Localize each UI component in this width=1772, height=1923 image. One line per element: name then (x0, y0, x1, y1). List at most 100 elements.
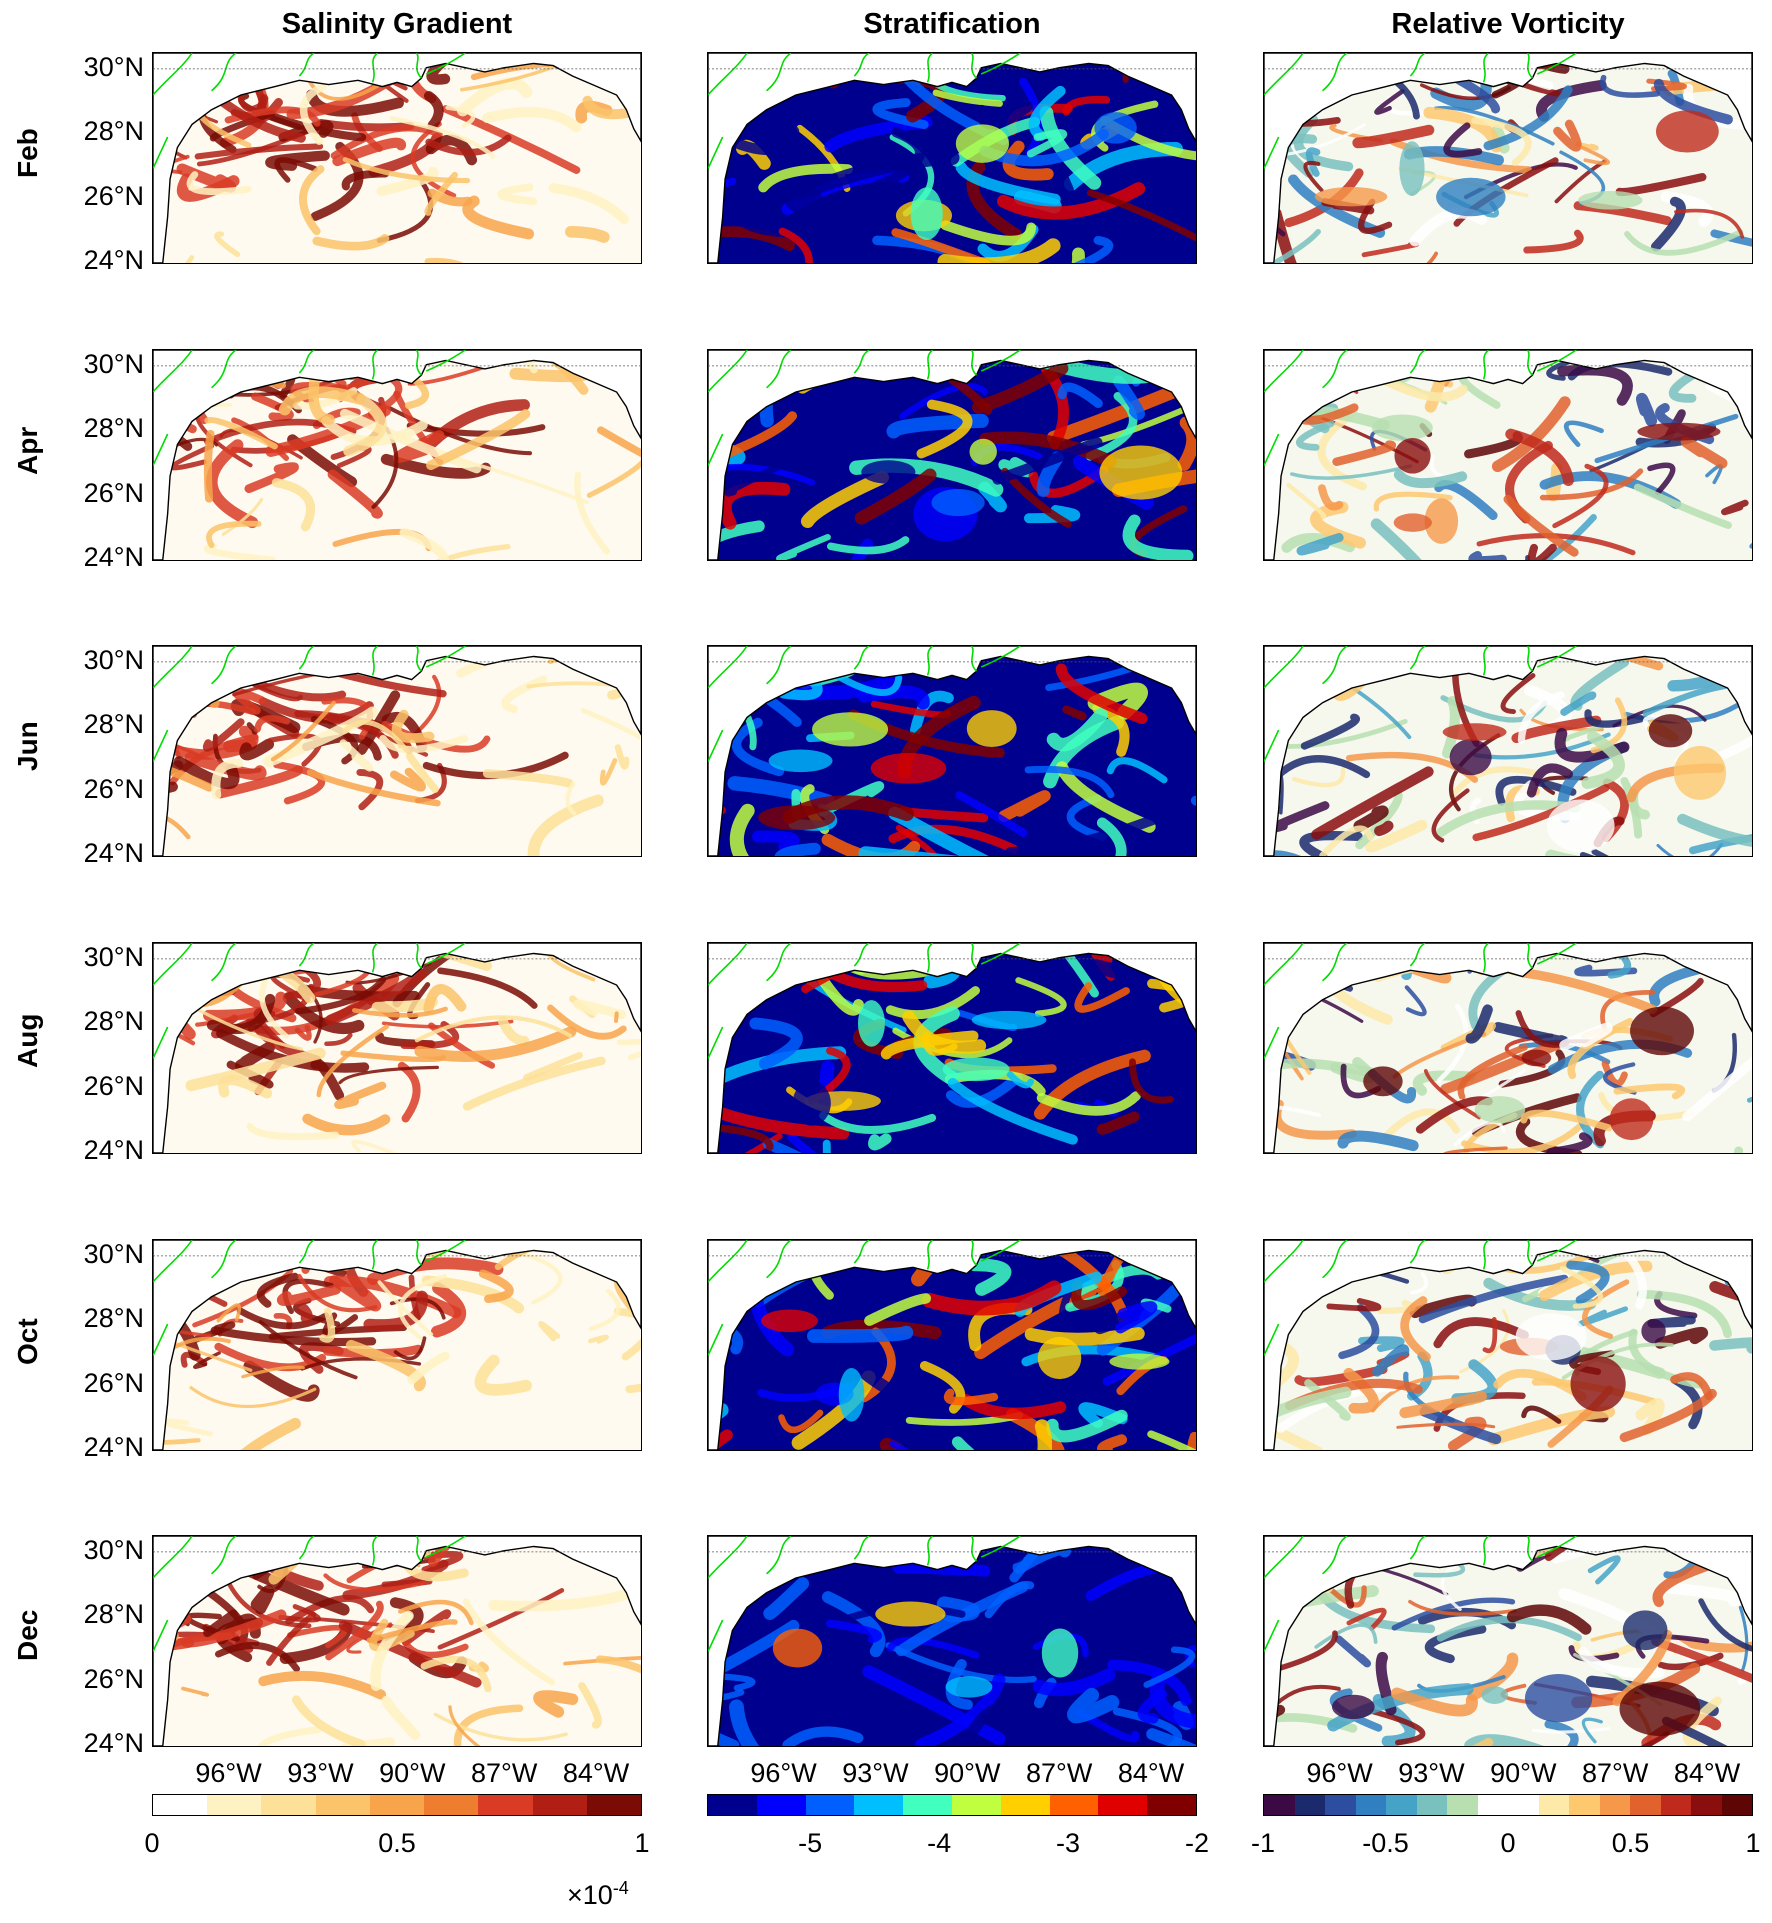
latitude-tick-label: 30°N (83, 645, 144, 676)
field-filament (892, 1561, 991, 1577)
field-filament (758, 163, 854, 193)
field-filament (351, 1006, 448, 1018)
eddy (1099, 445, 1183, 500)
field-filament (1409, 1271, 1428, 1295)
eddy (870, 752, 947, 784)
field-filament (1071, 247, 1085, 263)
field-filament (1129, 1058, 1174, 1104)
field-filament (306, 77, 389, 101)
river (211, 1536, 237, 1575)
river (425, 1536, 466, 1558)
latitude-tick-label: 28°N (83, 116, 144, 147)
latitude-tick-label: 30°N (83, 52, 144, 83)
field-filament (1628, 1328, 1704, 1389)
river (1526, 350, 1534, 376)
multiplier-base: ×10 (567, 1880, 613, 1910)
river (1409, 1536, 1426, 1560)
colorbar-1 (707, 1794, 1197, 1816)
river (153, 1619, 169, 1652)
field-filament (1055, 663, 1148, 725)
colorbar-segment (1325, 1795, 1356, 1815)
river (1264, 1619, 1280, 1652)
river (766, 1536, 792, 1575)
field-filament (1036, 1091, 1141, 1116)
field-filament (203, 542, 276, 560)
field-filament (1026, 129, 1068, 158)
map-panel-jun-0 (152, 645, 642, 857)
colorbar-segment (1147, 1795, 1196, 1815)
field-filament (297, 1274, 378, 1313)
colorbar-tick-label: -0.5 (1362, 1828, 1409, 1858)
field-filament (899, 382, 988, 420)
field-filament (1015, 977, 1067, 1017)
field-filament (1375, 372, 1468, 402)
field-filament (1002, 140, 1054, 181)
field-filament (819, 1111, 937, 1134)
field-filament (1066, 794, 1107, 841)
field-filament (1584, 709, 1645, 728)
field-filament (547, 1004, 627, 1040)
river (980, 943, 1021, 965)
eddy (1524, 1674, 1593, 1723)
longitude-tick-label: 93°W (842, 1758, 909, 1788)
row-label-jun: Jun (12, 721, 43, 771)
river (853, 943, 870, 967)
map-field (1264, 350, 1752, 560)
river (766, 646, 792, 685)
field-filament (1324, 1583, 1367, 1608)
field-filament (1552, 463, 1609, 529)
river (1526, 943, 1534, 969)
map-field (1264, 53, 1752, 263)
river (153, 1026, 169, 1059)
field-filament (1581, 730, 1625, 790)
river (853, 1536, 870, 1560)
field-filament (445, 105, 476, 128)
river (980, 1536, 1021, 1558)
field-filament (456, 77, 533, 117)
field-filament (984, 1581, 1035, 1619)
field-filament (319, 1307, 336, 1343)
colorbar-segment (478, 1795, 533, 1815)
map-field (708, 1536, 1196, 1746)
coastline (1264, 943, 1752, 1153)
map-field (1264, 646, 1752, 856)
field-filament (1738, 1605, 1749, 1672)
colorbar-tick-label: -2 (1184, 1828, 1210, 1858)
field-filament (1431, 788, 1470, 843)
map-panel-feb-2 (1263, 52, 1753, 264)
field-filament (588, 1288, 621, 1332)
river (1322, 1240, 1348, 1279)
field-filament (1453, 1120, 1506, 1147)
field-filament (271, 478, 316, 532)
field-filament (1434, 106, 1555, 146)
river (425, 646, 466, 668)
field-filament (1006, 1070, 1034, 1089)
longitude-tick-label: 84°W (1673, 1758, 1741, 1788)
field-filament (363, 1290, 428, 1331)
latitude-tick-label: 30°N (83, 349, 144, 380)
field-filament (204, 416, 278, 450)
river (708, 1536, 748, 1579)
map-field (153, 943, 641, 1153)
field-filament (979, 431, 1117, 468)
eddy (971, 1010, 1047, 1030)
field-filament (565, 781, 577, 816)
field-filament (181, 1686, 209, 1697)
field-filament (776, 533, 831, 560)
field-filament (1309, 406, 1390, 431)
field-filament (800, 470, 890, 528)
field-filament (846, 1350, 931, 1416)
colorbar-segment (1538, 1795, 1569, 1815)
map-panel-apr-1 (707, 349, 1197, 561)
column-title-0: Salinity Gradient (281, 8, 513, 40)
river (1264, 1536, 1304, 1579)
field-filament (1369, 1708, 1426, 1746)
field-filament (1404, 985, 1427, 1017)
coastline (153, 1240, 641, 1450)
field-filament (325, 968, 426, 1026)
river (926, 1240, 934, 1270)
field-filament (184, 752, 267, 781)
field-filament (345, 1339, 426, 1392)
longitude-tick-label: 93°W (287, 1758, 354, 1788)
latitude-tick-label: 24°N (83, 1134, 144, 1165)
